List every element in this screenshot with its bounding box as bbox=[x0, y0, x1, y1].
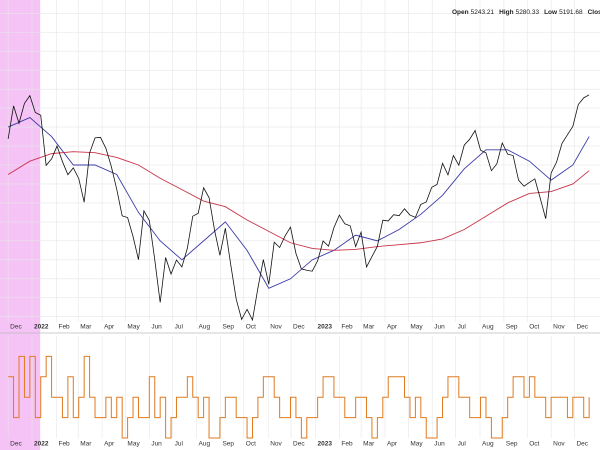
header-value: 5280.33 bbox=[516, 9, 540, 16]
x-tick-label: Nov bbox=[270, 441, 282, 448]
moving-average bbox=[7, 151, 590, 251]
x-tick-label: Dec bbox=[293, 441, 305, 448]
x-tick-label: Jun bbox=[151, 324, 162, 331]
x-tick-label: Oct bbox=[529, 324, 539, 331]
x-tick-label: May bbox=[410, 324, 423, 331]
x-tick-label: Oct bbox=[246, 324, 256, 331]
x-tick-label: Dec bbox=[576, 441, 588, 448]
x-tick-label: Dec bbox=[293, 324, 305, 331]
x-tick-label: Feb bbox=[341, 324, 353, 331]
x-tick-label: Nov bbox=[553, 441, 565, 448]
header-value: 5243.21 bbox=[471, 9, 495, 16]
x-tick-label: Aug bbox=[482, 324, 494, 331]
x-tick-label: Jul bbox=[175, 324, 184, 331]
x-tick-label: May bbox=[127, 441, 140, 448]
x-tick-label: 2022 bbox=[34, 441, 49, 448]
indicator-line bbox=[8, 355, 590, 439]
x-tick-label: Oct bbox=[529, 441, 539, 448]
x-tick-label: Aug bbox=[199, 324, 211, 331]
x-tick-label: Sep bbox=[506, 324, 518, 331]
x-tick-label: Mar bbox=[363, 324, 375, 331]
x-tick-label: Apr bbox=[387, 324, 398, 331]
x-tick-label: Aug bbox=[199, 441, 211, 448]
x-tick-label: Sep bbox=[506, 441, 518, 448]
x-tick-label: Jul bbox=[458, 441, 467, 448]
header-key: Close bbox=[588, 9, 600, 16]
header-key: Open bbox=[452, 9, 469, 16]
x-tick-label: Feb bbox=[58, 324, 70, 331]
x-tick-label: Jul bbox=[175, 441, 184, 448]
x-tick-label: Feb bbox=[58, 441, 70, 448]
x-tick-label: May bbox=[410, 441, 423, 448]
x-tick-label: Mar bbox=[363, 441, 375, 448]
x-tick-label: Dec bbox=[10, 441, 22, 448]
x-tick-label: Mar bbox=[80, 441, 92, 448]
x-tick-label: Nov bbox=[553, 324, 565, 331]
x-tick-label: Jun bbox=[151, 441, 162, 448]
x-tick-label: 2023 bbox=[317, 441, 332, 448]
x-tick-label: Apr bbox=[104, 324, 115, 331]
x-tick-label: Jun bbox=[434, 441, 445, 448]
x-tick-label: May bbox=[127, 324, 140, 331]
x-tick-label: Apr bbox=[104, 441, 115, 448]
x-tick-label: Feb bbox=[341, 441, 353, 448]
x-tick-label: Sep bbox=[222, 441, 234, 448]
price-line bbox=[7, 94, 590, 322]
header-key: Low bbox=[544, 9, 558, 16]
x-tick-label: Jun bbox=[434, 324, 445, 331]
header-value: 5191.68 bbox=[559, 9, 583, 16]
x-tick-label: Sep bbox=[222, 324, 234, 331]
x-tick-label: Oct bbox=[246, 441, 256, 448]
x-tick-label: Nov bbox=[270, 324, 282, 331]
x-tick-label: 2023 bbox=[317, 324, 332, 331]
header-key: High bbox=[499, 9, 513, 16]
x-tick-label: Dec bbox=[576, 324, 588, 331]
x-tick-label: Jul bbox=[458, 324, 467, 331]
x-tick-label: 2022 bbox=[34, 324, 49, 331]
highlight-band bbox=[0, 0, 41, 450]
x-tick-label: Mar bbox=[80, 324, 92, 331]
x-tick-label: Apr bbox=[387, 441, 398, 448]
x-tick-label: Dec bbox=[10, 324, 22, 331]
x-tick-label: Aug bbox=[482, 441, 494, 448]
